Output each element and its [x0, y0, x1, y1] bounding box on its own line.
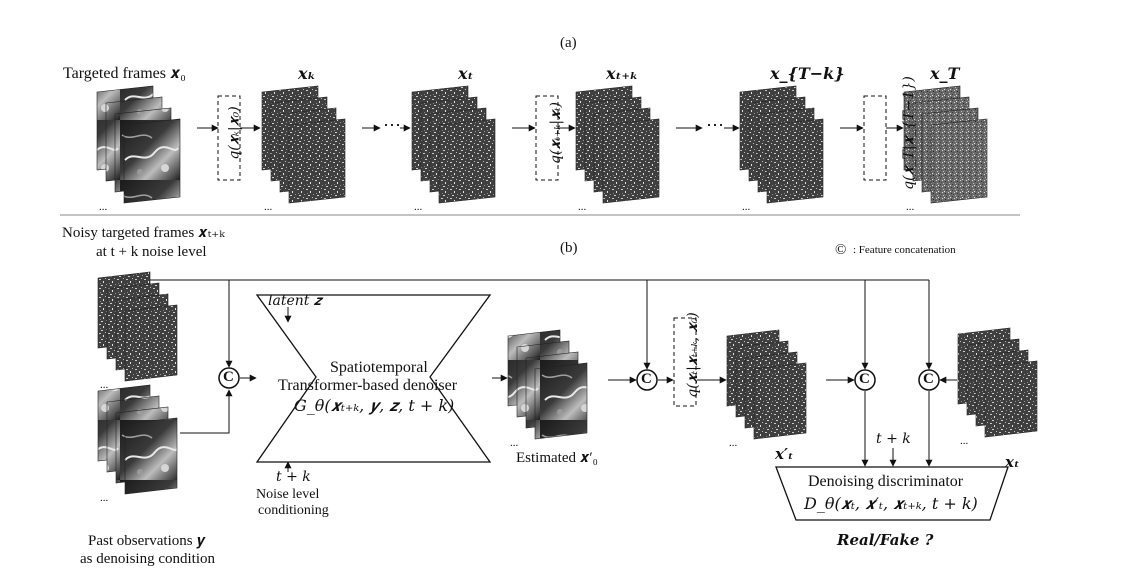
past-obs-label-2: as denoising condition: [80, 551, 215, 567]
concat-input-symbol: C: [223, 369, 234, 385]
transition-q-xT: q(𝒙_T|𝒙_{T−1}): [900, 76, 917, 190]
stack-xtk-frame: [602, 118, 660, 204]
stack-estimated: ...: [507, 329, 588, 449]
stack-xt-prime: ...: [726, 329, 807, 449]
legend-text: : Feature concatenation: [853, 244, 956, 256]
concat-input-circle: [218, 367, 240, 389]
box-q-xT: [863, 95, 887, 181]
stack-noisy-input-frame: [124, 304, 178, 382]
stack-xt-frame: [438, 118, 496, 204]
past-to-concat: [180, 389, 233, 434]
concat-estimate-symbol: C: [641, 371, 652, 387]
stack-xt-prime-frame: [753, 362, 807, 440]
stack-xtk: ...: [575, 85, 660, 213]
denoiser-title-2: Transformer-based denoiser: [278, 377, 458, 394]
panel-a-label: (a): [560, 35, 577, 51]
noisy-title-2: at t + k noise level: [96, 244, 207, 260]
xt-prime-label: 𝒙′ₜ: [775, 445, 794, 463]
box-q-xk: [217, 95, 241, 181]
stack-xt-ellipsis: ...: [960, 435, 969, 447]
stack-noisy-input-ellipsis: ...: [100, 379, 109, 391]
legend-symbol: ©: [835, 242, 847, 258]
connector-lines: [150, 95, 1009, 521]
stack-xt-frame: [984, 360, 1038, 438]
past-obs-label-1: Past observations 𝒚: [88, 533, 206, 549]
concat-real-symbol: C: [923, 371, 934, 387]
stack-xT-ellipsis: ...: [906, 201, 915, 213]
stack-x0-ellipsis: ...: [99, 201, 108, 213]
estimated-x0-label: Estimated 𝒙′₀: [516, 450, 598, 466]
xk-label: 𝒙ₖ: [298, 64, 316, 83]
noise-level-label-1: Noise level: [256, 487, 320, 502]
stack-xt: ...: [411, 85, 496, 213]
stack-noisy-input: ...: [97, 271, 178, 391]
concat-estimate-circle: [636, 369, 658, 391]
noise-level-t: t + k: [276, 469, 311, 485]
disc-time-label: t + k: [876, 431, 911, 447]
xT-k-label: 𝒙_{T−k}: [770, 64, 845, 83]
xt-label: 𝒙ₜ: [458, 64, 474, 83]
stack-xT: ...: [903, 85, 988, 213]
stack-xk-ellipsis: ...: [264, 201, 273, 213]
stack-x0-frame: [123, 118, 181, 204]
denoiser-formula: G_θ(𝒙ₜ₊ₖ, 𝒚, 𝒛, t + k): [294, 396, 455, 415]
panel-b-label: (b): [560, 240, 578, 256]
denoiser-block: [255, 294, 492, 463]
stack-xT-frame: [930, 118, 988, 204]
discriminator-block: [775, 466, 1009, 521]
disc-title: Denoising discriminator: [808, 473, 964, 490]
transition-q-xk: q(𝒙ₖ|𝒙₀): [226, 106, 243, 160]
concat-fake-circle: [854, 369, 876, 391]
stack-past-obs-frame: [124, 417, 178, 495]
ellipsis-1: ⋯: [383, 115, 401, 135]
stack-xk: ...: [261, 85, 346, 213]
stack-estimated-frame: [534, 362, 588, 440]
box-posterior: [673, 317, 697, 407]
stack-x0: ...: [96, 85, 181, 213]
stack-xk-frame: [288, 118, 346, 204]
latent-label: latent 𝒛: [268, 293, 322, 309]
stack-xt-prime-ellipsis: ...: [729, 437, 738, 449]
concat-real-circle: [918, 369, 940, 391]
ellipsis-2: ⋯: [706, 115, 724, 135]
noise-level-label-2: conditioning: [258, 503, 329, 518]
disc-formula: D_θ(𝒙ₜ, 𝒙′ₜ, 𝒙ₜ₊ₖ, t + k): [804, 494, 978, 513]
stack-xtk-ellipsis: ...: [578, 201, 587, 213]
stack-xt-ellipsis: ...: [414, 201, 423, 213]
xT-label: 𝒙_T: [930, 64, 960, 83]
frame-stacks: .................................: [96, 85, 1038, 504]
stack-past-obs-ellipsis: ...: [100, 492, 109, 504]
xt+k-label: 𝒙ₜ₊ₖ: [606, 64, 639, 83]
stack-xt: ...: [957, 327, 1038, 447]
noisy-title-1: Noisy targeted frames 𝒙ₜ₊ₖ: [62, 225, 225, 241]
stack-estimated-ellipsis: ...: [510, 437, 519, 449]
stack-xTk-frame: [766, 118, 824, 204]
xt-b-label: 𝒙ₜ: [1005, 453, 1020, 471]
targeted-frames-label: Targeted frames 𝒙₀: [63, 65, 186, 82]
box-q-xtk: [535, 95, 559, 181]
stack-xTk-ellipsis: ...: [742, 201, 751, 213]
denoiser-title-1: Spatiotemporal: [330, 359, 428, 376]
stack-xTk: ...: [739, 85, 824, 213]
concat-fake-symbol: C: [859, 371, 870, 387]
transition-q-xtk: q(𝒙ₜ₊ₖ|𝒙ₜ): [548, 101, 565, 165]
posterior-q: q(𝒙ₜ|𝒙ₜ₊ₖ, 𝒙₀): [684, 312, 701, 398]
real-fake-label: Real/Fake ?: [837, 531, 934, 549]
stack-past-obs: ...: [97, 384, 178, 504]
